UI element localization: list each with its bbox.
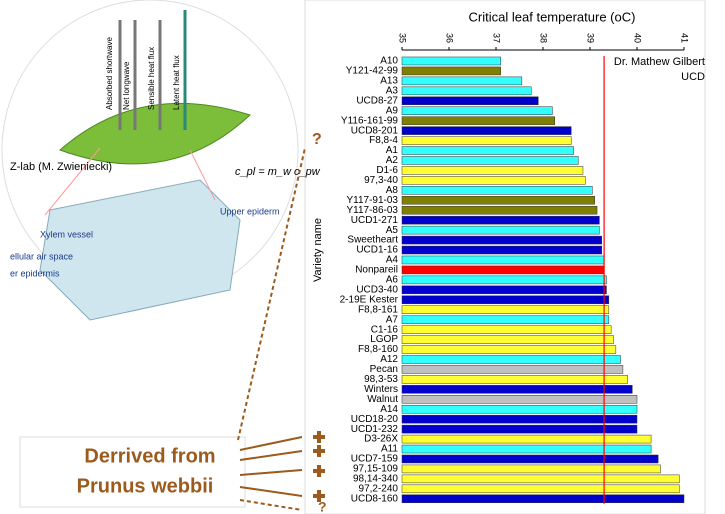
x-tick-label: 40 [633,33,643,43]
bar [402,375,628,383]
bar [402,346,616,354]
bar [402,67,501,75]
bar [402,495,684,503]
x-tick-label: 36 [445,33,455,43]
x-tick-label: 35 [398,33,408,43]
flux-label: Net longwave [122,61,131,110]
y-tick-label: UCD8-160 [351,493,399,504]
leaf [60,103,250,164]
bar [402,176,585,184]
arrows [238,148,305,510]
cross-icon [313,431,325,443]
bar [402,425,637,433]
bar [402,286,606,294]
arrow [240,500,302,510]
bar [402,465,661,473]
flux-label: Absorbed shortwave [105,37,114,110]
bar [402,266,604,274]
bar [402,276,606,284]
bar [402,336,614,344]
annotation-text: Derrived from [84,445,215,467]
annotation-text: Prunus webbii [77,475,214,497]
part-label: ellular air space [10,251,73,261]
bar [402,355,621,363]
part-label: er epidermis [10,268,60,278]
bar [402,226,599,234]
chart-title: Critical leaf temperature (oC) [469,9,636,24]
arrow [240,451,302,460]
x-tick-label: 37 [492,33,502,43]
y-axis-label: Variety name [312,218,324,282]
bar [402,156,578,164]
equation: c_pl = m_w c_pw [235,166,321,178]
bar [402,405,637,413]
bar [402,196,595,204]
bar [402,206,597,214]
bar [402,216,599,224]
flux-label: Latent heat flux [172,55,181,110]
bar [402,296,609,304]
bar [402,445,651,453]
cross-icon [313,465,325,477]
bar [402,87,531,95]
bar [402,485,679,493]
arrow [240,470,302,475]
slide: Critical leaf temperature (oC) Dr. Mathew… [0,0,725,514]
lab-label: Z-lab (M. Zwieniecki) [10,161,112,173]
bar [402,77,522,85]
bar [402,127,571,135]
bar [402,365,623,373]
cross-icons [313,431,325,502]
bar [402,246,602,254]
bar [402,435,651,443]
part-label: Xylem vessel [40,229,93,239]
bar [402,385,632,393]
bar [402,326,611,334]
arrow [240,437,302,450]
question-mark: ? [312,131,322,148]
arrow [240,487,302,496]
bar [402,186,592,194]
bar [402,57,501,65]
bar [402,107,552,115]
bar [402,97,538,105]
bar [402,316,609,324]
bar [402,117,555,125]
bar [402,455,658,463]
part-label: Upper epiderm [220,206,280,216]
flux-label: Sensible heat flux [147,47,156,110]
bar [402,256,604,264]
bar [402,236,602,244]
bar [402,166,583,174]
credit: UCD [681,71,705,83]
cross-icon [313,445,325,457]
bar [402,415,637,423]
credit: Dr. Mathew Gilbert [614,56,705,68]
bar [402,475,679,483]
bar [402,137,571,145]
x-tick-label: 41 [680,33,690,43]
leaf-section [40,180,240,320]
x-tick-label: 39 [586,33,596,43]
question-mark: ? [318,499,327,514]
bar [402,147,574,155]
arrow [238,148,305,440]
x-tick-label: 38 [539,33,549,43]
bar [402,306,609,314]
bar [402,395,637,403]
